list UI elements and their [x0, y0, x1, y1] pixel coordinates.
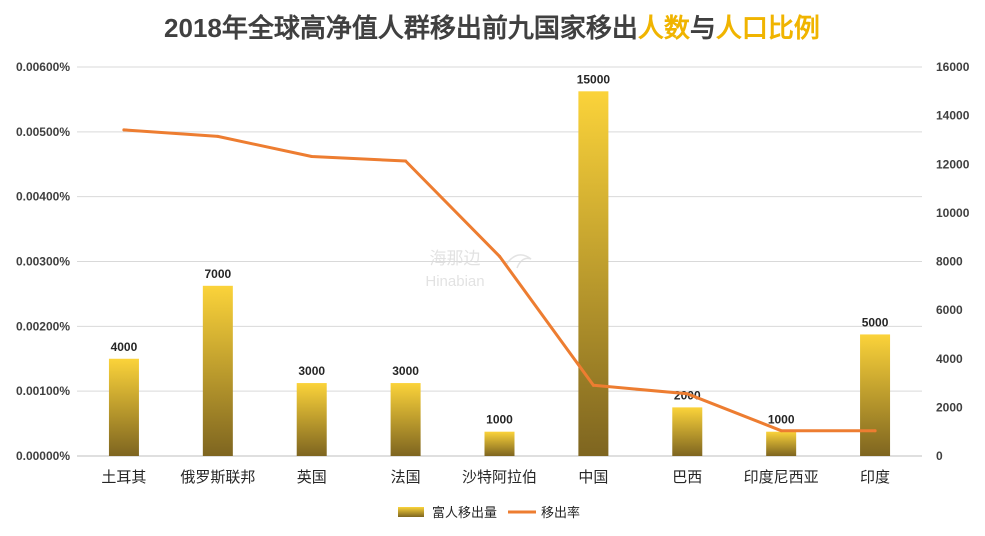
y-left-tick-label: 0.00500% — [16, 125, 70, 139]
y-left-tick-label: 0.00300% — [16, 255, 70, 269]
category-axis: 土耳其 俄罗斯联邦 英国 法国 沙特阿拉伯 中国 巴西 印度尼西亚 印度 — [101, 468, 890, 486]
bar-data-label: 4000 — [111, 340, 138, 354]
bar — [766, 431, 797, 456]
line-series — [122, 128, 877, 433]
right-axis: 0 2000 4000 6000 8000 10000 12000 14000 16000 — [936, 60, 970, 463]
chart-title: 2018年全球高净值人群移出前九国家移出人数与人口比例 — [164, 13, 820, 43]
rate-point — [310, 154, 314, 158]
bar — [390, 383, 421, 456]
bar-data-label: 1000 — [486, 413, 513, 427]
bar — [860, 334, 891, 456]
rate-point — [591, 383, 595, 387]
bar-data-label: 3000 — [298, 364, 325, 378]
y-right-tick-label: 4000 — [936, 352, 963, 366]
rate-point — [779, 429, 783, 433]
y-left-tick-label: 0.00000% — [16, 449, 70, 463]
watermark-swirl-icon — [504, 254, 532, 269]
y-left-tick-label: 0.00200% — [16, 319, 70, 333]
legend-bar-label: 富人移出量 — [432, 505, 497, 520]
x-category-label: 巴西 — [672, 469, 702, 486]
bar-data-label: 15000 — [577, 72, 611, 86]
chart-title-part4: 人口比例 — [716, 13, 820, 43]
y-right-tick-label: 0 — [936, 449, 943, 463]
bar — [484, 431, 515, 456]
rate-line — [122, 128, 877, 433]
y-right-tick-label: 16000 — [936, 60, 970, 74]
chart-title-part1: 2018年全球高净值人群移出前九国家移出 — [164, 13, 638, 43]
chart-title-part2: 人数 — [638, 13, 691, 43]
bar-data-label: 5000 — [862, 315, 889, 329]
rate-point — [873, 429, 877, 433]
rate-point — [216, 134, 220, 138]
y-right-tick-label: 8000 — [936, 255, 963, 269]
y-right-tick-label: 14000 — [936, 109, 970, 123]
bar — [202, 285, 233, 456]
legend: 富人移出量 移出率 — [398, 505, 580, 520]
watermark: 海那边 Hinabian — [425, 249, 532, 290]
bar-data-label: 7000 — [204, 267, 231, 281]
rate-point — [498, 254, 501, 258]
bar-data-label: 1000 — [768, 413, 795, 427]
left-axis: 0.00000% 0.00100% 0.00200% 0.00300% 0.00400%… — [16, 60, 70, 463]
y-right-tick-label: 10000 — [936, 206, 970, 220]
rate-point — [685, 392, 689, 396]
rate-point — [122, 128, 126, 132]
y-right-tick-label: 12000 — [936, 157, 970, 171]
bar — [672, 407, 703, 456]
x-category-label: 俄罗斯联邦 — [180, 469, 255, 486]
y-left-tick-label: 0.00600% — [16, 60, 70, 74]
watermark-cn: 海那边 — [430, 249, 481, 268]
y-right-tick-label: 2000 — [936, 400, 963, 414]
x-category-label: 英国 — [297, 468, 327, 486]
bar — [296, 383, 327, 456]
legend-bar-swatch — [398, 507, 424, 517]
y-left-tick-label: 0.00100% — [16, 384, 70, 398]
bar-data-label: 3000 — [392, 364, 419, 378]
bar-series — [108, 91, 891, 456]
x-category-label: 印度尼西亚 — [744, 469, 819, 486]
x-category-label: 法国 — [391, 469, 421, 486]
rate-point — [404, 159, 408, 163]
chart-title-part3: 与 — [690, 13, 716, 43]
y-left-tick-label: 0.00400% — [16, 190, 70, 204]
x-category-label: 土耳其 — [101, 469, 146, 486]
bar — [578, 91, 609, 456]
x-category-label: 沙特阿拉伯 — [462, 469, 537, 486]
x-category-label: 印度 — [860, 469, 890, 486]
x-category-label: 中国 — [578, 469, 608, 486]
legend-line-label: 移出率 — [541, 505, 580, 520]
y-right-tick-label: 6000 — [936, 303, 963, 317]
bar — [108, 358, 139, 456]
watermark-en: Hinabian — [425, 273, 484, 290]
